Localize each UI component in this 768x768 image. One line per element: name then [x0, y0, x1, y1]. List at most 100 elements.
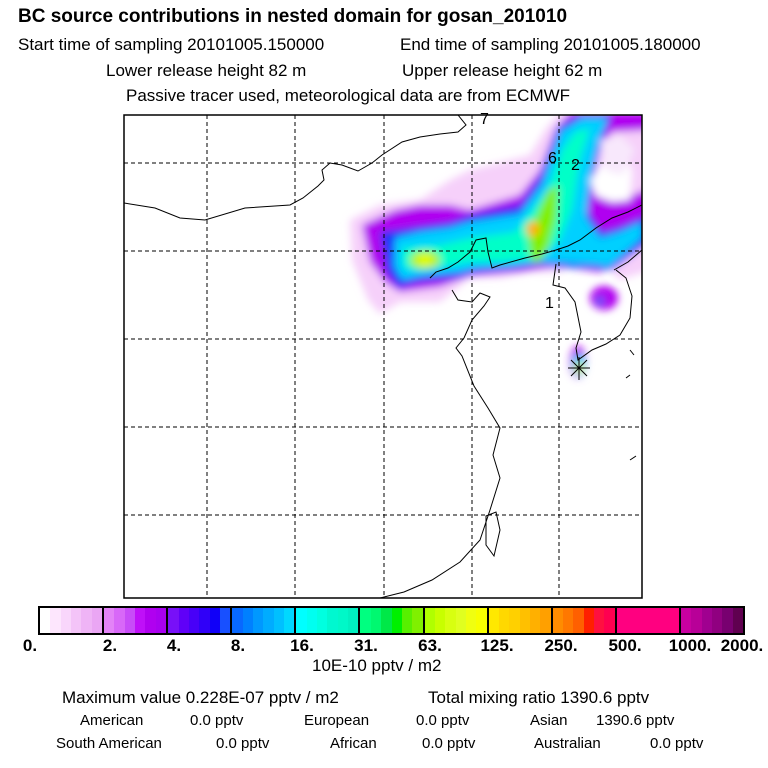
- colorbar-cell: [658, 608, 669, 633]
- colorbar-label: 2.: [102, 636, 118, 655]
- colorbar-cell: [530, 608, 541, 633]
- colorbar-cell: [445, 608, 456, 633]
- colorbar-cell: [232, 608, 243, 633]
- colorbar-cell: [199, 608, 210, 633]
- colorbar-label: 1000.: [668, 636, 712, 655]
- colorbar-cell: [273, 608, 284, 633]
- region-value: 0.0 pptv: [422, 735, 476, 752]
- colorbar-cell: [188, 608, 200, 633]
- colorbar-label: 0.: [22, 636, 38, 655]
- colorbar-cell: [209, 608, 220, 633]
- colorbar-cell: [722, 608, 733, 633]
- colorbar-cell: [711, 608, 723, 633]
- colorbar-label: 31.: [354, 636, 378, 655]
- colorbar-cell: [252, 608, 264, 633]
- colorbar-cell: [691, 608, 702, 633]
- colorbar-label: 8.: [230, 636, 246, 655]
- colorbar-cell: [360, 608, 371, 633]
- graticule: [124, 115, 642, 598]
- colorbar-cell: [219, 608, 231, 633]
- colorbar-cell: [327, 608, 338, 633]
- region-value: 1390.6 pptv: [596, 712, 675, 729]
- colorbar-cell: [124, 608, 136, 633]
- region-name: Australian: [534, 735, 601, 752]
- colorbar-cell: [552, 608, 564, 633]
- colorbar-cell: [81, 608, 92, 633]
- colorbar-cell: [145, 608, 156, 633]
- colorbar-segment: [680, 608, 743, 633]
- colorbar-segment: [360, 608, 425, 633]
- colorbar-cell: [114, 608, 125, 633]
- colorbar-segment: [616, 608, 681, 633]
- maximum-value: Maximum value 0.228E-07 pptv / m2: [62, 688, 339, 707]
- colorbar-cell: [242, 608, 253, 633]
- colorbar-cell: [370, 608, 382, 633]
- region-value: 0.0 pptv: [190, 712, 244, 729]
- colorbar-cell: [637, 608, 648, 633]
- region-value: 0.0 pptv: [416, 712, 470, 729]
- colorbar-unit: 10E-10 pptv / m2: [312, 656, 442, 675]
- colorbar-cell: [604, 608, 615, 633]
- colorbar-label: 63.: [418, 636, 442, 655]
- region-name: African: [330, 735, 377, 752]
- colorbar-label: 250.: [544, 636, 578, 655]
- colorbar-segment: [232, 608, 297, 633]
- colorbar-cell: [263, 608, 274, 633]
- map-frame: [123, 114, 643, 599]
- colorbar-segment: [552, 608, 617, 633]
- colorbar-cell: [155, 608, 167, 633]
- map-label: 6: [548, 150, 557, 167]
- colorbar-label: 125.: [480, 636, 514, 655]
- map-label: 1: [545, 295, 554, 312]
- region-name: European: [304, 712, 370, 729]
- colorbar-label: 16.: [290, 636, 314, 655]
- colorbar-cell: [519, 608, 531, 633]
- total-mixing-ratio: Total mixing ratio 1390.6 pptv: [428, 688, 650, 707]
- colorbar-cell: [168, 608, 179, 633]
- end-time: End time of sampling 20101005.180000: [400, 35, 701, 54]
- start-time: Start time of sampling 20101005.150000: [18, 35, 325, 54]
- colorbar-segment: [488, 608, 553, 633]
- colorbar-cell: [306, 608, 318, 633]
- colorbar-cell: [455, 608, 466, 633]
- colorbar-cell: [465, 608, 477, 633]
- colorbar-segment: [40, 608, 105, 633]
- colorbar-cell: [573, 608, 584, 633]
- colorbar-cell: [348, 608, 359, 633]
- region-name: South American: [56, 735, 162, 752]
- region-value: 0.0 pptv: [650, 735, 704, 752]
- colorbar-cell: [499, 608, 510, 633]
- colorbar-cell: [701, 608, 712, 633]
- receptor-star-icon: [568, 357, 590, 380]
- region-name: American: [80, 712, 144, 729]
- colorbar-label: 4.: [166, 636, 182, 655]
- colorbar-cell: [680, 608, 692, 633]
- colorbar-segment: [168, 608, 233, 633]
- colorbar-cell: [284, 608, 295, 633]
- colorbar-cell: [732, 608, 743, 633]
- colorbar-cell: [627, 608, 638, 633]
- colorbar-cell: [401, 608, 413, 633]
- colorbar-cell: [668, 608, 679, 633]
- colorbar-cell: [563, 608, 574, 633]
- colorbar-cell: [434, 608, 446, 633]
- colorbar-cell: [616, 608, 628, 633]
- colorbar: [38, 606, 745, 635]
- colorbar-cell: [488, 608, 499, 633]
- lower-release-height: Lower release height 82 m: [106, 61, 307, 80]
- colorbar-segment: [104, 608, 169, 633]
- concentration-field: [350, 115, 642, 378]
- colorbar-label: 500.: [608, 636, 642, 655]
- colorbar-cell: [424, 608, 435, 633]
- colorbar-cell: [647, 608, 659, 633]
- upper-release-height: Upper release height 62 m: [402, 61, 603, 80]
- colorbar-cell: [71, 608, 82, 633]
- colorbar-cell: [391, 608, 402, 633]
- map-label: 2: [571, 157, 580, 174]
- colorbar-cell: [412, 608, 423, 633]
- colorbar-cell: [476, 608, 487, 633]
- colorbar-label: 2000.: [720, 636, 764, 655]
- plot-title: BC source contributions in nested domain…: [18, 6, 568, 27]
- colorbar-cell: [104, 608, 115, 633]
- colorbar-cell: [60, 608, 72, 633]
